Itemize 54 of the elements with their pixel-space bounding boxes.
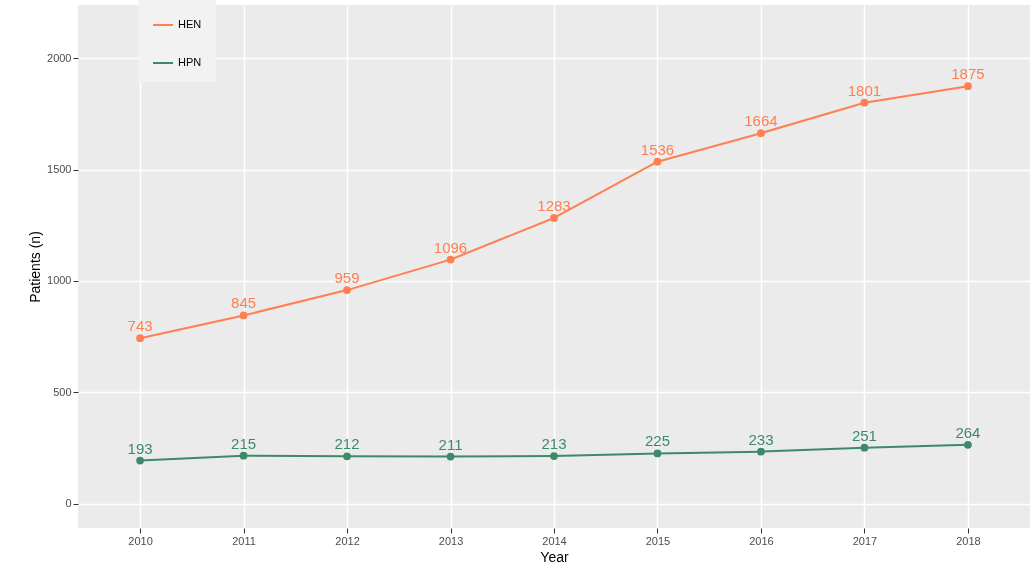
data-label: 193 bbox=[127, 439, 153, 457]
data-label: 251 bbox=[851, 426, 877, 444]
point bbox=[550, 214, 558, 222]
y-tick-label: 2000 bbox=[47, 51, 72, 64]
data-label: 1875 bbox=[951, 65, 985, 83]
x-tick-label: 2017 bbox=[852, 534, 878, 547]
data-label: 959 bbox=[334, 269, 360, 287]
x-tick-label: 2010 bbox=[128, 534, 153, 547]
data-label: 1536 bbox=[640, 140, 675, 158]
x-tick-label: 2011 bbox=[232, 534, 256, 547]
legend-label: HPN bbox=[178, 56, 202, 68]
data-label: 845 bbox=[231, 294, 257, 312]
point bbox=[239, 311, 248, 320]
point bbox=[860, 98, 869, 107]
x-tick-label: 2016 bbox=[749, 534, 774, 547]
data-label: 212 bbox=[334, 435, 360, 453]
data-label: 1801 bbox=[847, 81, 882, 99]
point bbox=[550, 452, 558, 460]
point bbox=[653, 449, 662, 458]
point bbox=[446, 255, 455, 264]
data-label: 233 bbox=[748, 430, 774, 448]
x-tick-label: 2015 bbox=[645, 534, 671, 547]
x-tick-label: 2014 bbox=[542, 534, 567, 547]
y-tick-label: 1000 bbox=[47, 274, 72, 287]
x-tick-label: 2013 bbox=[438, 534, 464, 547]
y-axis-title: Patients (n) bbox=[27, 231, 44, 303]
point bbox=[343, 452, 351, 461]
point bbox=[136, 456, 144, 465]
x-axis-title: Year bbox=[540, 548, 569, 565]
y-tick-label: 500 bbox=[53, 385, 72, 398]
x-tick-label: 2012 bbox=[335, 534, 360, 547]
point bbox=[653, 157, 662, 166]
data-label: 215 bbox=[231, 434, 257, 452]
legend-label: HEN bbox=[178, 18, 202, 30]
point bbox=[964, 440, 972, 449]
point bbox=[136, 334, 144, 343]
point bbox=[757, 129, 765, 138]
x-tick-label: 2018 bbox=[956, 534, 981, 547]
point bbox=[964, 82, 972, 91]
point bbox=[860, 443, 869, 452]
y-tick-label: 1500 bbox=[47, 163, 72, 176]
data-label: 1664 bbox=[744, 112, 778, 130]
data-label: 211 bbox=[438, 435, 463, 453]
data-label: 743 bbox=[127, 317, 153, 335]
point bbox=[757, 447, 765, 456]
data-label: 1283 bbox=[537, 196, 571, 214]
data-label: 213 bbox=[541, 435, 567, 453]
data-label: 1096 bbox=[433, 238, 468, 256]
point bbox=[239, 451, 248, 460]
data-label: 264 bbox=[955, 423, 981, 441]
data-label: 225 bbox=[644, 432, 670, 450]
y-tick-label: 0 bbox=[65, 497, 72, 510]
point bbox=[343, 286, 351, 294]
point bbox=[446, 452, 455, 461]
